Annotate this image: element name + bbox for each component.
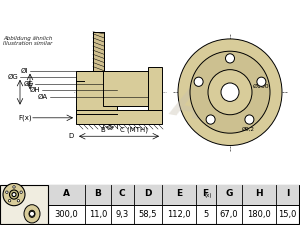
- Text: Abbildung ähnlich: Abbildung ähnlich: [3, 36, 52, 41]
- Text: E: E: [176, 189, 182, 198]
- Text: ATE: ATE: [169, 81, 260, 138]
- Text: C (MTH): C (MTH): [120, 127, 148, 133]
- Text: F: F: [202, 189, 208, 198]
- Circle shape: [12, 193, 16, 197]
- Text: 24.0111-0153.1: 24.0111-0153.1: [50, 8, 166, 21]
- Text: 11,0: 11,0: [89, 210, 107, 219]
- Bar: [76, 71, 117, 114]
- Bar: [93, 32, 104, 71]
- Text: C: C: [119, 189, 125, 198]
- Text: ØA: ØA: [38, 94, 48, 100]
- Text: Ø9,2: Ø9,2: [242, 127, 255, 132]
- Text: 300,0: 300,0: [55, 210, 78, 219]
- Text: ØI: ØI: [21, 68, 28, 74]
- Circle shape: [20, 191, 22, 194]
- Text: 15,0: 15,0: [278, 210, 297, 219]
- Text: 180,0: 180,0: [247, 210, 271, 219]
- Circle shape: [208, 70, 252, 115]
- Text: F(x): F(x): [18, 115, 32, 121]
- Circle shape: [17, 200, 20, 202]
- Circle shape: [13, 186, 15, 188]
- Text: Illustration similar: Illustration similar: [3, 41, 52, 46]
- Text: I: I: [286, 189, 289, 198]
- Circle shape: [190, 51, 270, 133]
- Text: 112,0: 112,0: [167, 210, 191, 219]
- Text: 58,5: 58,5: [139, 210, 157, 219]
- Circle shape: [3, 183, 25, 206]
- Text: ØH: ØH: [29, 87, 40, 93]
- Text: B: B: [100, 127, 105, 133]
- Text: A: A: [63, 189, 70, 198]
- Text: ØG: ØG: [7, 74, 18, 80]
- Circle shape: [257, 77, 266, 86]
- Text: H: H: [255, 189, 263, 198]
- Bar: [103, 71, 158, 106]
- Text: 411153: 411153: [188, 8, 244, 21]
- Circle shape: [8, 200, 11, 202]
- Circle shape: [245, 115, 254, 124]
- Text: 5: 5: [204, 210, 209, 219]
- Circle shape: [6, 191, 8, 194]
- Ellipse shape: [29, 210, 35, 217]
- Text: 67,0: 67,0: [220, 210, 239, 219]
- Text: (x): (x): [205, 193, 212, 198]
- Text: ØE: ØE: [23, 81, 33, 87]
- Circle shape: [226, 54, 235, 63]
- Circle shape: [10, 190, 19, 199]
- Bar: [48, 185, 299, 224]
- Circle shape: [178, 39, 282, 146]
- Text: B: B: [94, 189, 101, 198]
- Bar: [76, 110, 162, 124]
- Text: D: D: [69, 133, 74, 139]
- Bar: [48, 185, 299, 205]
- Circle shape: [29, 211, 34, 216]
- Bar: [0, 185, 48, 224]
- Text: Ø100: Ø100: [253, 84, 270, 89]
- Text: G: G: [225, 189, 233, 198]
- Bar: [148, 67, 162, 110]
- Circle shape: [221, 83, 239, 101]
- Text: D: D: [144, 189, 152, 198]
- Text: 9,3: 9,3: [116, 210, 129, 219]
- Circle shape: [206, 115, 215, 124]
- Circle shape: [194, 77, 203, 86]
- Ellipse shape: [24, 205, 40, 223]
